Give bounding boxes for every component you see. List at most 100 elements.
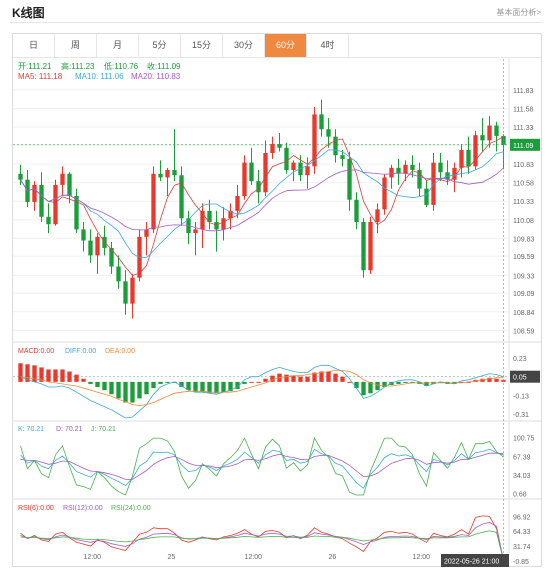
macd-bar bbox=[95, 381, 100, 388]
rsi-tick-label: -0.85 bbox=[513, 559, 529, 566]
tab-30min[interactable]: 30分 bbox=[223, 34, 265, 57]
candle-body bbox=[151, 173, 156, 230]
macd-legend-item: DEA:0.00 bbox=[105, 348, 135, 355]
macd-bar bbox=[466, 381, 471, 383]
candle-body bbox=[361, 221, 366, 271]
candle-body bbox=[368, 221, 373, 271]
macd-dea-line bbox=[20, 370, 504, 407]
fundamental-analysis-link[interactable]: 基本面分析> bbox=[496, 8, 541, 17]
macd-bar bbox=[165, 381, 170, 383]
time-tick-label: 12:00 bbox=[245, 554, 263, 561]
tab-week[interactable]: 周 bbox=[55, 34, 97, 57]
price-tick-label: 108.84 bbox=[513, 310, 535, 317]
macd-bar bbox=[221, 381, 226, 393]
ma5-line bbox=[20, 136, 504, 276]
macd-bar bbox=[74, 374, 79, 382]
rsi24-line bbox=[20, 530, 504, 561]
candle-body bbox=[326, 129, 331, 137]
macd-bar bbox=[46, 369, 51, 382]
candle-body bbox=[347, 158, 352, 200]
kdj-j-line bbox=[20, 437, 504, 496]
macd-bar bbox=[102, 381, 107, 391]
macd-bar bbox=[340, 376, 345, 382]
candle-body bbox=[18, 173, 23, 180]
ohlc-legend-item: 高:111.23 bbox=[61, 61, 95, 71]
macd-bar bbox=[186, 381, 191, 391]
time-tick-label: 26 bbox=[329, 554, 337, 561]
candle-body bbox=[340, 155, 345, 159]
macd-current-badge bbox=[510, 370, 540, 383]
macd-legend-item: DIFF:0.00 bbox=[65, 348, 96, 355]
price-tick-label: 108.59 bbox=[513, 328, 535, 335]
tab-month[interactable]: 月 bbox=[97, 34, 139, 57]
ma20-line bbox=[20, 167, 504, 232]
price-tick-label: 109.83 bbox=[513, 236, 535, 243]
tab-15min[interactable]: 15分 bbox=[181, 34, 223, 57]
candle-body bbox=[284, 147, 289, 171]
macd-bar bbox=[396, 381, 401, 384]
candle-body bbox=[81, 229, 86, 241]
title-bar: K线图 基本面分析> bbox=[0, 0, 553, 26]
macd-bar bbox=[179, 381, 184, 388]
kdj-tick-label: 100.75 bbox=[513, 436, 535, 443]
macd-bar bbox=[298, 376, 303, 382]
candle-body bbox=[109, 247, 114, 267]
macd-bar bbox=[32, 365, 37, 382]
candle-body bbox=[438, 162, 443, 173]
candle-body bbox=[165, 170, 170, 178]
candle-body bbox=[123, 281, 128, 304]
candle-body bbox=[249, 162, 254, 182]
macd-bar bbox=[130, 381, 135, 403]
candle-body bbox=[270, 144, 275, 153]
candle-body bbox=[200, 210, 205, 230]
macd-bar bbox=[403, 381, 408, 383]
crosshair-time-label: 2022-05-26 21:00 bbox=[444, 559, 499, 566]
macd-bar bbox=[326, 371, 331, 382]
tab-60min[interactable]: 60分 bbox=[265, 34, 307, 57]
candle-body bbox=[277, 144, 282, 148]
kdj-legend-item: D: 70.21 bbox=[56, 426, 83, 433]
macd-bar bbox=[368, 381, 373, 394]
price-tick-label: 111.83 bbox=[513, 88, 533, 95]
tab-4hour[interactable]: 4时 bbox=[307, 34, 349, 57]
macd-bar bbox=[123, 381, 128, 403]
ma-legend-item: MA10: 111.06 bbox=[75, 72, 124, 81]
candle-body bbox=[389, 167, 394, 178]
candle-body bbox=[130, 277, 135, 304]
candle-body bbox=[466, 150, 471, 167]
macd-bar bbox=[60, 369, 65, 382]
macd-bar bbox=[18, 363, 23, 382]
macd-bar bbox=[487, 377, 492, 382]
price-tick-label: 109.59 bbox=[513, 254, 535, 261]
macd-diff-line bbox=[20, 364, 504, 419]
ohlc-legend-item: 收:111.09 bbox=[147, 61, 181, 71]
candle-body bbox=[172, 170, 177, 176]
macd-bar bbox=[424, 381, 429, 386]
rsi12-line bbox=[20, 521, 504, 561]
candle-body bbox=[221, 218, 226, 230]
period-tabs: 日 周 月 5分 15分 30分 60分 4时 bbox=[13, 34, 541, 58]
candle-body bbox=[32, 184, 37, 202]
macd-current-label: 0.05 bbox=[513, 375, 527, 382]
ohlc-legend-item: 低:110.76 bbox=[104, 61, 139, 71]
macd-bar bbox=[67, 371, 72, 382]
tab-day[interactable]: 日 bbox=[13, 34, 55, 57]
macd-bar bbox=[200, 381, 205, 393]
candle-body bbox=[312, 114, 317, 167]
tab-5min[interactable]: 5分 bbox=[139, 34, 181, 57]
macd-bar bbox=[494, 378, 499, 382]
macd-bar bbox=[438, 381, 443, 383]
kline-chart[interactable]: 111.83 111.58 111.33 111.09 110.83 110.58 110.… bbox=[13, 59, 541, 567]
candle-body bbox=[487, 125, 492, 141]
macd-bar bbox=[291, 375, 296, 382]
candle-body bbox=[67, 173, 72, 197]
candle-body bbox=[494, 125, 499, 136]
rsi-tick-label: 31.74 bbox=[513, 544, 531, 551]
macd-bar bbox=[53, 369, 58, 382]
candle-body bbox=[256, 181, 261, 193]
candle-body bbox=[473, 135, 478, 167]
price-tick-label: 109.09 bbox=[513, 291, 535, 298]
price-tick-label: 109.33 bbox=[513, 273, 535, 280]
macd-bar bbox=[480, 378, 485, 382]
page-title: K线图 bbox=[12, 6, 45, 20]
